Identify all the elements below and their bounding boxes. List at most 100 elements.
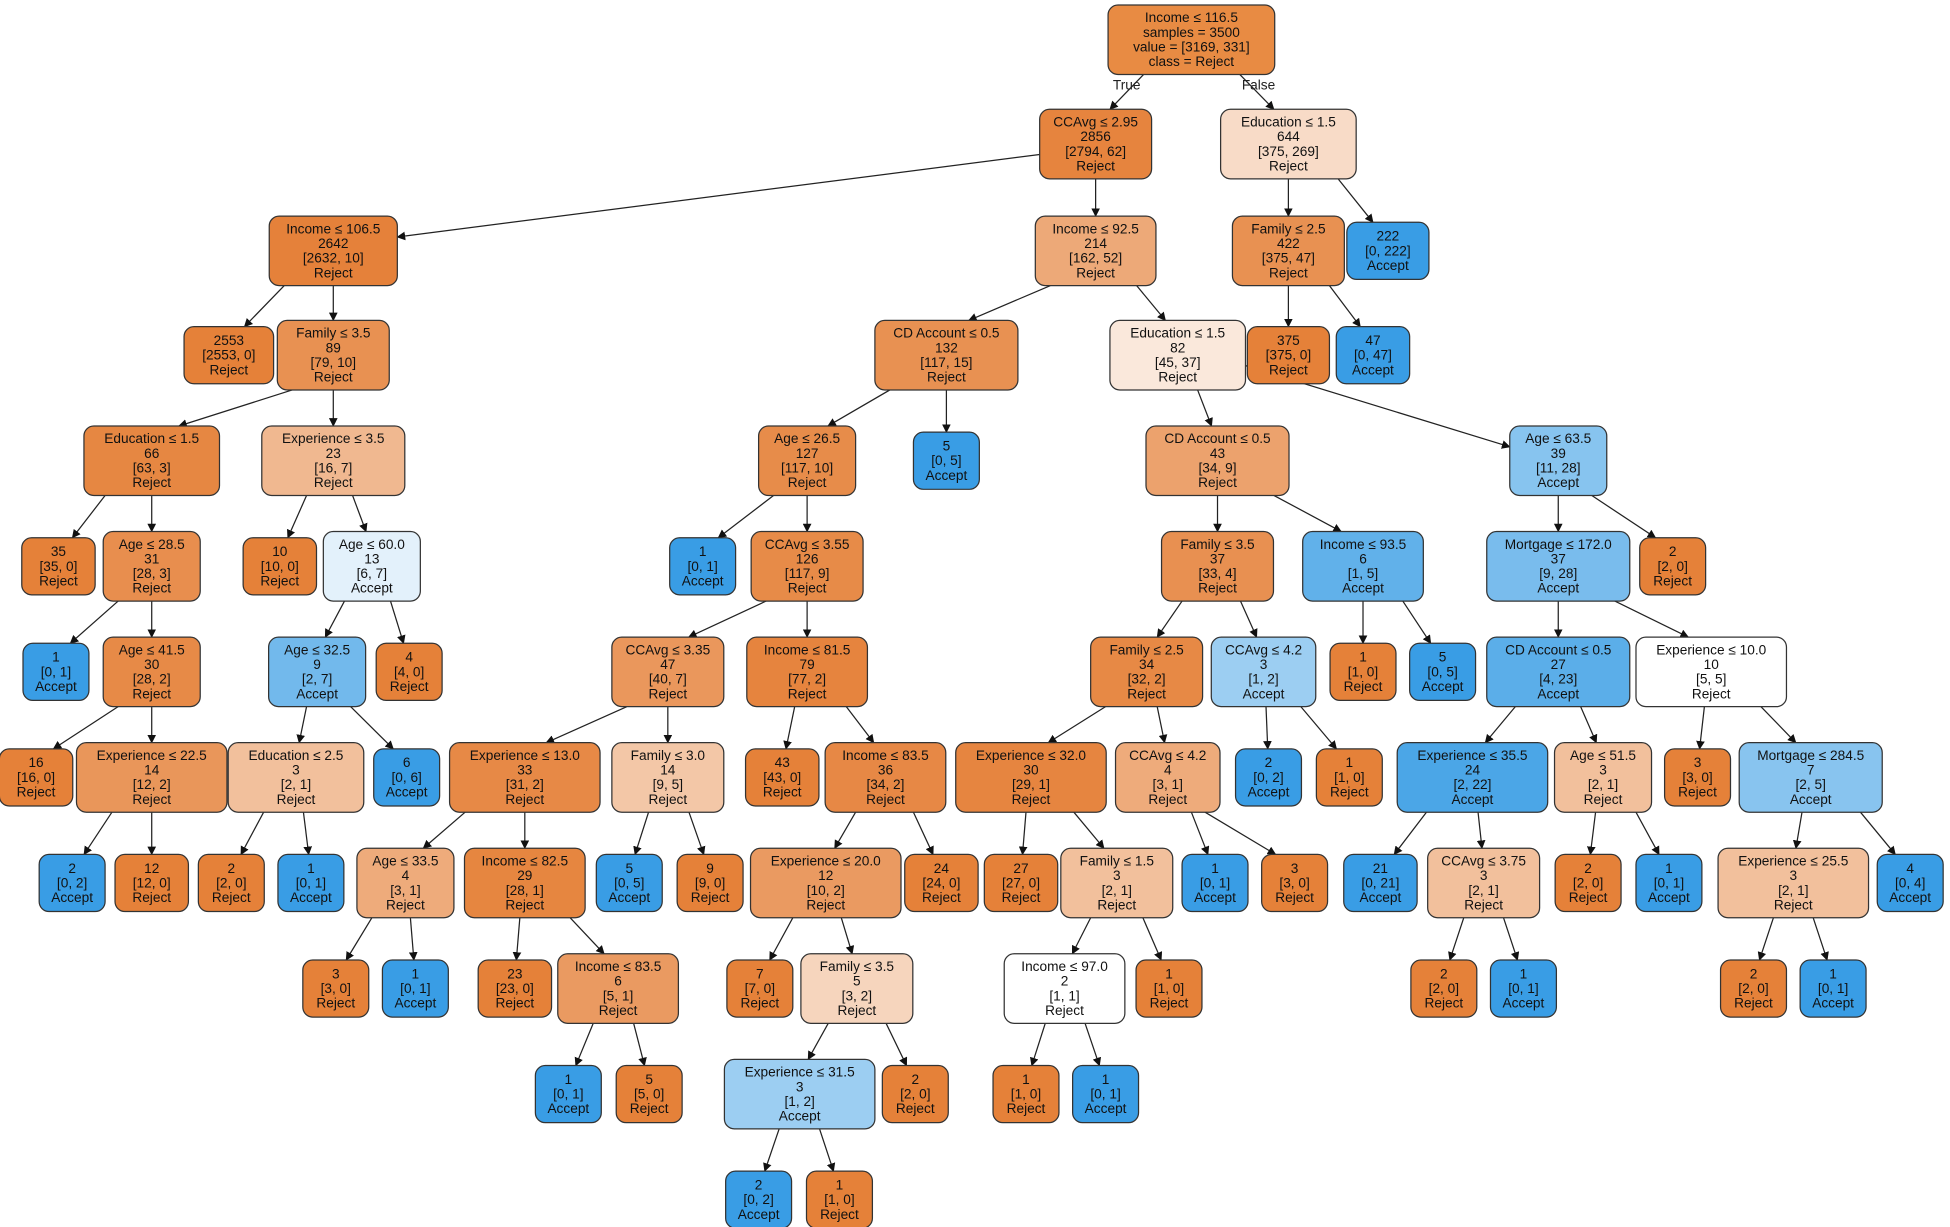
node-text-line: [0, 47] bbox=[1354, 348, 1392, 363]
node-text-line: 4 bbox=[405, 650, 413, 665]
node-box bbox=[881, 1064, 949, 1124]
node-text-line: Accept bbox=[1248, 785, 1290, 800]
node-text-line: [12, 2] bbox=[133, 777, 171, 792]
tree-edge bbox=[633, 1023, 647, 1067]
node-text-line: [5, 0] bbox=[634, 1087, 664, 1102]
node-text-line: Accept bbox=[1790, 792, 1832, 807]
node-box bbox=[463, 847, 586, 919]
tree-leaf-node: 5[0, 5]Accept bbox=[595, 853, 663, 913]
node-text-line: [2, 0] bbox=[1573, 875, 1603, 890]
node-text-line: [0, 5] bbox=[1427, 664, 1457, 679]
node-text-line: Reject bbox=[314, 265, 353, 280]
tree-edge bbox=[1156, 706, 1168, 744]
node-text-line: 132 bbox=[935, 340, 958, 355]
node-text-line: 79 bbox=[800, 657, 815, 672]
tree-leaf-node: 2[2, 0]Reject bbox=[881, 1064, 949, 1124]
node-text-line: 1 bbox=[836, 1178, 844, 1193]
node-text-line: 3 bbox=[1480, 868, 1488, 883]
node-text-line: Experience ≤ 22.5 bbox=[97, 748, 207, 763]
node-box bbox=[595, 853, 663, 913]
node-text-line: 4 bbox=[1906, 861, 1914, 876]
node-text-line: Reject bbox=[691, 890, 730, 905]
tree-edge bbox=[408, 917, 418, 961]
tree-split-node: Experience ≤ 25.53[2, 1]Reject bbox=[1717, 847, 1870, 919]
node-text-line: [29, 1] bbox=[1012, 777, 1050, 792]
node-box bbox=[1335, 325, 1411, 385]
node-text-line: Mortgage ≤ 172.0 bbox=[1505, 537, 1612, 552]
node-text-line: Experience ≤ 3.5 bbox=[282, 431, 385, 446]
node-text-line: [32, 2] bbox=[1128, 672, 1166, 687]
node-text-line: [5, 5] bbox=[1696, 672, 1726, 687]
node-box bbox=[448, 742, 601, 813]
tree-edge bbox=[1263, 706, 1272, 750]
node-text-line: 37 bbox=[1210, 551, 1225, 566]
node-text-line: 10 bbox=[1704, 657, 1720, 672]
node-text-line: Education ≤ 1.5 bbox=[104, 431, 199, 446]
tree-edge bbox=[296, 706, 308, 744]
tree-leaf-node: 12[12, 0]Reject bbox=[114, 853, 190, 913]
tree-edge bbox=[1273, 494, 1342, 533]
node-text-line: 422 bbox=[1277, 236, 1300, 251]
node-text-line: 14 bbox=[660, 763, 676, 778]
node-text-line: 2 bbox=[228, 861, 236, 876]
node-text-line: [2632, 10] bbox=[303, 251, 364, 266]
node-box bbox=[268, 215, 398, 287]
node-text-line: Age ≤ 63.5 bbox=[1525, 431, 1591, 446]
node-text-line: [375, 0] bbox=[1266, 348, 1312, 363]
node-text-line: [35, 0] bbox=[39, 559, 77, 574]
node-box bbox=[1090, 636, 1204, 708]
node-text-line: Experience ≤ 13.0 bbox=[470, 748, 580, 763]
node-text-line: 30 bbox=[144, 657, 160, 672]
node-box bbox=[277, 853, 345, 913]
tree-edge bbox=[1156, 600, 1183, 638]
node-text-line: Income ≤ 83.5 bbox=[842, 748, 929, 763]
node-box bbox=[276, 319, 390, 391]
node-text-line: [33, 4] bbox=[1199, 566, 1237, 581]
node-text-line: Experience ≤ 32.0 bbox=[976, 748, 1086, 763]
edge-label-true: True bbox=[1113, 77, 1141, 92]
node-text-line: 5 bbox=[943, 439, 951, 454]
node-text-line: 24 bbox=[934, 861, 950, 876]
tree-edge bbox=[1591, 495, 1657, 539]
tree-edge bbox=[1204, 811, 1277, 855]
node-text-line: 23 bbox=[507, 966, 522, 981]
tree-edge bbox=[1476, 812, 1486, 850]
tree-leaf-node: 1[0, 1]Accept bbox=[381, 959, 449, 1018]
node-box bbox=[1410, 959, 1478, 1018]
node-text-line: [6, 7] bbox=[357, 566, 387, 581]
tree-edge bbox=[1484, 706, 1516, 744]
node-text-line: [24, 0] bbox=[922, 875, 960, 890]
node-text-line: Age ≤ 33.5 bbox=[372, 853, 438, 868]
node-text-line: [0, 222] bbox=[1365, 243, 1411, 258]
node-box bbox=[227, 742, 365, 813]
node-box bbox=[912, 431, 980, 490]
node-text-line: 4 bbox=[402, 868, 410, 883]
node-text-line: [4, 0] bbox=[394, 664, 424, 679]
node-text-line: Family ≤ 3.5 bbox=[820, 959, 895, 974]
node-text-line: 3 bbox=[1260, 657, 1268, 672]
node-text-line: Reject bbox=[495, 996, 534, 1011]
node-text-line: [31, 2] bbox=[506, 777, 544, 792]
node-text-line: Accept bbox=[682, 573, 724, 588]
node-text-line: [0, 6] bbox=[391, 770, 421, 785]
node-text-line: 16 bbox=[28, 755, 43, 770]
node-text-line: [79, 10] bbox=[310, 355, 356, 370]
node-text-line: [2, 0] bbox=[1429, 981, 1459, 996]
tree-edge bbox=[302, 812, 313, 856]
node-text-line: [1, 0] bbox=[1334, 770, 1364, 785]
tree-edge bbox=[69, 600, 119, 644]
node-box bbox=[611, 742, 725, 813]
tree-leaf-node: 10[10, 0]Reject bbox=[242, 537, 318, 596]
tree-edge bbox=[1071, 917, 1092, 955]
node-text-line: 12 bbox=[144, 861, 159, 876]
tree-edge bbox=[345, 917, 373, 961]
tree-split-node: Income ≤ 81.579[77, 2]Reject bbox=[746, 636, 869, 708]
node-text-line: Reject bbox=[1569, 890, 1608, 905]
node-box bbox=[1109, 319, 1247, 391]
node-text-line: 3 bbox=[1113, 868, 1121, 883]
tree-leaf-node: 43[43, 0]Reject bbox=[744, 748, 820, 807]
tree-edge bbox=[1859, 811, 1896, 856]
tree-split-node: Education ≤ 2.53[2, 1]Reject bbox=[227, 742, 365, 813]
